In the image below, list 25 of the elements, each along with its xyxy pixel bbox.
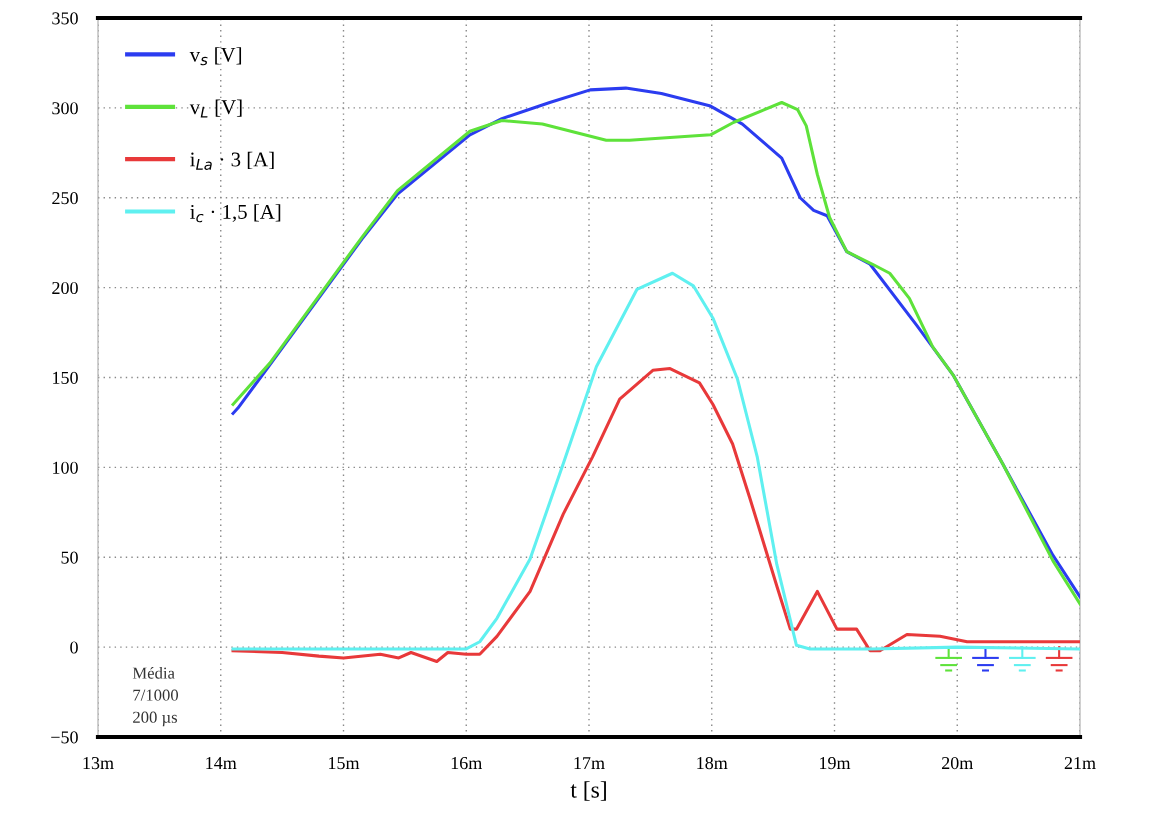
x-tick-label: 21m (1064, 757, 1096, 769)
y-tick-label: 150 (53, 371, 78, 384)
legend-label: i$_{c}$ · 1,5 [A] (190, 204, 281, 223)
line-series (231, 366, 1080, 664)
y-tick-label: 300 (52, 102, 78, 115)
legend-label: v$_{L}$ [V] (189, 99, 242, 118)
x-tick-label: 20m (941, 756, 974, 770)
legend-label: i$_{La}$ · 3 [A] (190, 151, 274, 170)
x-tick-label: 13m (83, 757, 114, 770)
x-tick-label: 19m (820, 757, 851, 770)
y-tick-label: 250 (52, 192, 78, 205)
annotation: Média 7/1000 200 µs (132, 666, 179, 727)
y-tick-label: 0 (70, 641, 78, 654)
y-tick-label: 200 (52, 281, 78, 295)
x-tick-label: 15m (329, 757, 360, 770)
x-tick-label: 18m (697, 756, 728, 770)
x-tick-label: 16m (451, 757, 483, 770)
x-axis-title: t [s] (570, 781, 606, 801)
y-tick-label: 350 (52, 12, 78, 25)
x-tick-label: 14m (206, 757, 237, 769)
y-tick-label: −50 (51, 731, 78, 744)
x-tick-label: 17m (574, 757, 605, 769)
legend-label: v$_{s}$ [V] (189, 47, 242, 66)
y-tick-label: 50 (61, 551, 78, 564)
y-tick-label: 100 (53, 461, 78, 474)
